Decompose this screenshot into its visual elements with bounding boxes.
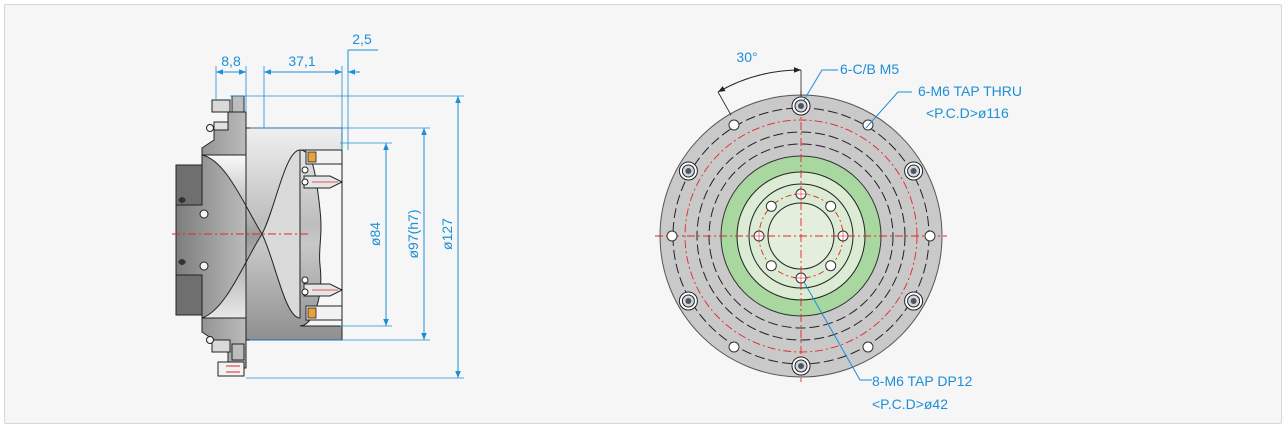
callout-m6-dp12: 8-M6 TAP DP12 <box>872 373 973 389</box>
angle-label: 30° <box>736 49 757 65</box>
dimension-d84: ø84 <box>367 143 386 326</box>
svg-text:37,1: 37,1 <box>288 53 315 69</box>
svg-text:8,8: 8,8 <box>221 53 241 69</box>
front-view <box>655 70 947 382</box>
rear-housing <box>176 112 246 368</box>
housing-plate-bottom <box>176 275 202 315</box>
angle-arc <box>718 70 801 92</box>
callout-pcd-116: <P.C.D>ø116 <box>926 105 1009 121</box>
callout-m6-thru: 6-M6 TAP THRU <box>918 83 1022 99</box>
callout-pcd-42: <P.C.D>ø42 <box>872 396 948 412</box>
dimension-2-5: 2,5 <box>330 31 378 72</box>
dimension-37-1: 37,1 <box>264 53 342 72</box>
callout-cb-m5: 6-C/B M5 <box>840 61 899 77</box>
dimension-d97: ø97(h7) <box>405 128 424 340</box>
svg-text:ø97(h7): ø97(h7) <box>405 209 421 258</box>
svg-text:2,5: 2,5 <box>352 31 372 47</box>
side-section-view: 8,8 37,1 2,5 ø84 ø97(h7) ø127 <box>172 31 464 378</box>
svg-text:ø127: ø127 <box>439 218 455 250</box>
dimension-d127: ø127 <box>439 96 458 378</box>
dimension-8-8: 8,8 <box>216 53 246 72</box>
svg-text:ø84: ø84 <box>367 222 383 246</box>
